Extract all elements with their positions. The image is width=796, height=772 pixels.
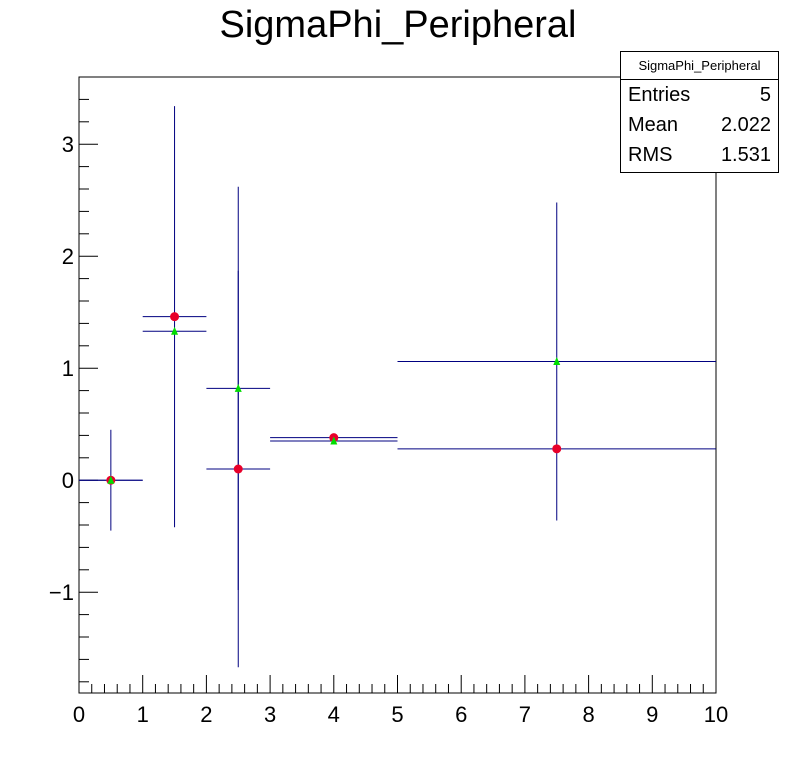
x-axis: 0 1 2 3 4 5 6 7 8 9 10 (73, 675, 728, 727)
x-tick-label: 5 (391, 702, 403, 727)
x-tick-label: 1 (137, 702, 149, 727)
triangle-marker (330, 436, 338, 445)
y-tick-label: 1 (62, 356, 74, 381)
y-tick-label: −1 (49, 580, 74, 605)
data-marks (79, 106, 716, 668)
stats-entries-row: Entries 5 (621, 80, 778, 110)
stats-box: SigmaPhi_Peripheral Entries 5 Mean 2.022… (620, 51, 779, 173)
chart-title: SigmaPhi_Peripheral (219, 4, 577, 46)
circle-marker (233, 464, 243, 474)
y-axis: −1 0 1 2 3 (49, 76, 98, 683)
stats-rms-label: RMS (628, 144, 673, 166)
x-tick-label: 10 (704, 702, 728, 727)
stats-mean-value: 2.022 (720, 114, 771, 136)
stats-mean-row: Mean 2.022 (621, 110, 778, 140)
stats-mean-label: Mean (628, 114, 679, 136)
triangle-marker (553, 356, 561, 365)
x-tick-label: 3 (264, 702, 276, 727)
x-tick-label: 6 (455, 702, 467, 727)
circle-marker (170, 312, 180, 322)
circle-marker (552, 444, 562, 454)
y-tick-label: 3 (62, 132, 74, 157)
stats-entries-label: Entries (628, 84, 691, 106)
x-tick-label: 4 (328, 702, 340, 727)
stats-rms-value: 1.531 (720, 144, 771, 166)
triangle-marker (234, 383, 242, 392)
stats-entries-value: 5 (759, 84, 771, 106)
stats-box-name: SigmaPhi_Peripheral (621, 52, 778, 80)
triangle-marker (107, 475, 115, 484)
x-tick-label: 9 (646, 702, 658, 727)
x-tick-label: 7 (519, 702, 531, 727)
y-tick-label: 0 (62, 468, 74, 493)
y-tick-label: 2 (62, 244, 74, 269)
stats-rms-row: RMS 1.531 (621, 140, 778, 170)
triangle-marker (171, 326, 179, 335)
x-tick-label: 2 (200, 702, 212, 727)
x-tick-label: 0 (73, 702, 85, 727)
x-tick-label: 8 (582, 702, 594, 727)
